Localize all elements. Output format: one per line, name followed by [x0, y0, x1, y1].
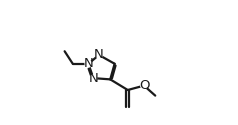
Circle shape — [96, 52, 102, 58]
Text: N: N — [94, 48, 104, 62]
Circle shape — [85, 60, 92, 67]
Text: N: N — [84, 57, 93, 70]
Text: N: N — [89, 72, 98, 85]
Text: O: O — [139, 79, 149, 92]
Circle shape — [141, 82, 147, 89]
Circle shape — [90, 75, 97, 81]
